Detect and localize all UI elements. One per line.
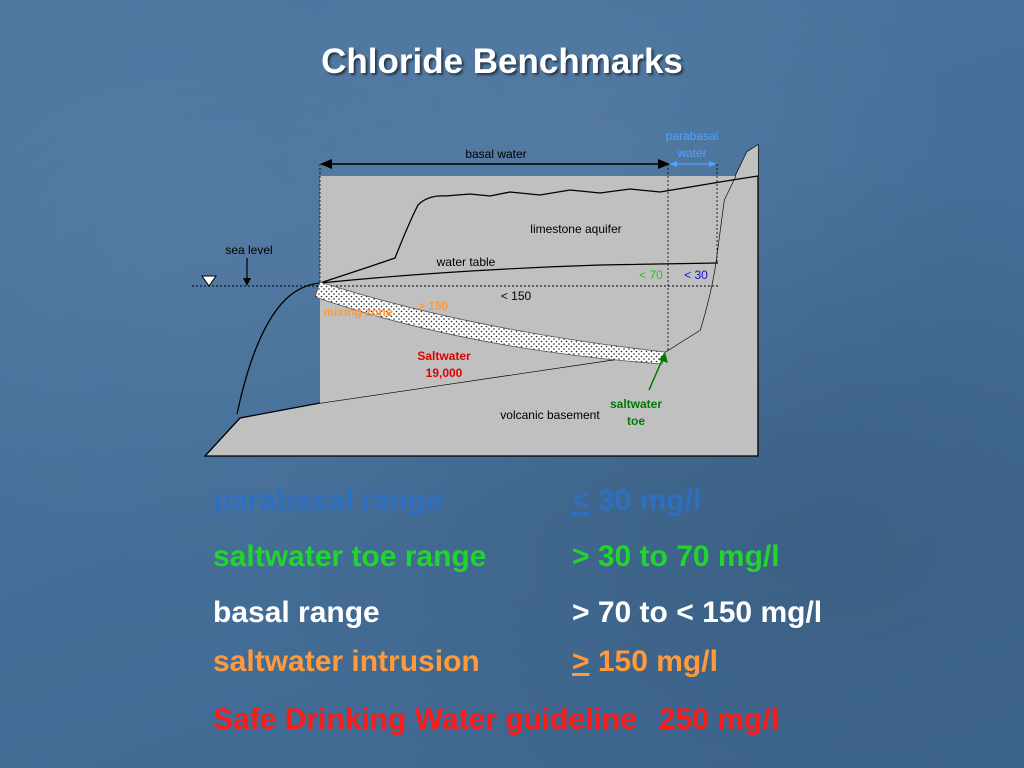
parabasal-water-label-line1: parabasal bbox=[666, 129, 719, 143]
benchmark-prefix: < bbox=[572, 484, 590, 517]
saltwater-label-line1: Saltwater bbox=[417, 349, 471, 363]
benchmark-value: > 150 mg/l bbox=[572, 645, 718, 679]
benchmark-value: < 30 mg/l bbox=[572, 484, 701, 518]
lt150-label: < 150 bbox=[501, 289, 532, 303]
slide-title: Chloride Benchmarks bbox=[321, 42, 683, 81]
drinking-water-guideline: Safe Drinking Water guideline 250 mg/l bbox=[213, 703, 779, 737]
saltwater-toe-arrow bbox=[648, 357, 664, 391]
benchmark-value-text: 30 mg/l bbox=[589, 484, 702, 517]
sea-level-label: sea level bbox=[225, 243, 272, 257]
guideline-value: 250 mg/l bbox=[658, 703, 780, 736]
benchmark-value: > 30 to 70 mg/l bbox=[572, 540, 780, 573]
lt30-label: < 30 bbox=[684, 268, 708, 282]
basal-water-label: basal water bbox=[465, 147, 526, 161]
guideline-label: Safe Drinking Water guideline bbox=[213, 703, 637, 736]
benchmark-value: > 70 to < 150 mg/l bbox=[572, 596, 823, 629]
lt70-label: < 70 bbox=[639, 268, 663, 282]
water-table-label: water table bbox=[436, 255, 496, 269]
ground-surface bbox=[319, 175, 759, 284]
benchmark-prefix: > bbox=[572, 645, 590, 678]
saltwater-toe-label-line2: toe bbox=[627, 414, 645, 428]
benchmark-label: basal range bbox=[213, 596, 380, 629]
upper-aquifer-area bbox=[320, 145, 758, 403]
benchmark-label: parabasal range bbox=[213, 484, 444, 517]
parabasal-water-label-line2: water bbox=[676, 146, 706, 160]
benchmark-label: saltwater intrusion bbox=[213, 645, 480, 678]
sea-level-arrowhead bbox=[243, 278, 251, 286]
mixing-zone-label: mixing zone bbox=[323, 305, 393, 319]
parabasal-arrowhead-right bbox=[709, 161, 717, 167]
saltwater-toe-label-line1: saltwater bbox=[610, 397, 662, 411]
sea-level-marker-icon bbox=[201, 275, 217, 287]
saltwater-label-line2: 19,000 bbox=[426, 366, 463, 380]
mixing-value-label: > 150 bbox=[418, 299, 449, 313]
basal-arrowhead-left bbox=[320, 159, 332, 169]
benchmark-label: saltwater toe range bbox=[213, 540, 487, 573]
basal-arrowhead-right bbox=[658, 159, 670, 169]
mixing-zone-band bbox=[314, 281, 666, 365]
limestone-aquifer-label: limestone aquifer bbox=[530, 222, 621, 236]
parabasal-arrowhead-left bbox=[669, 161, 677, 167]
benchmark-value-text: 150 mg/l bbox=[589, 645, 718, 678]
volcanic-basement-label: volcanic basement bbox=[500, 408, 600, 422]
coastline-curve bbox=[236, 282, 321, 415]
saltwater-toe-arrowhead bbox=[659, 352, 668, 363]
water-table-line bbox=[319, 262, 719, 284]
